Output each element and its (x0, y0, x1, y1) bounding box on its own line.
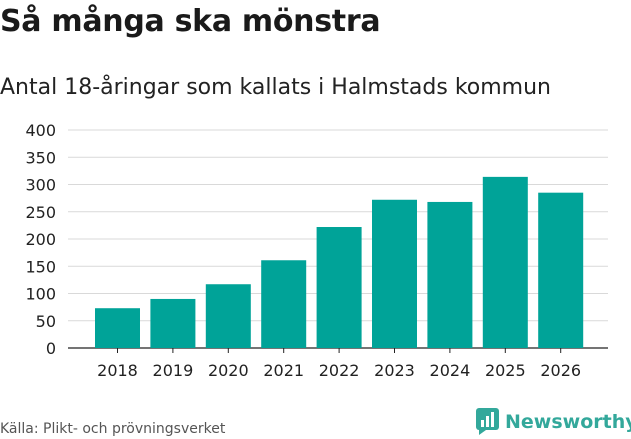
y-tick-label: 200 (25, 230, 56, 249)
x-tick-label: 2019 (153, 361, 194, 380)
bar-2018 (95, 308, 140, 348)
source-note: Källa: Plikt- och prövningsverket (0, 421, 226, 437)
x-tick-label: 2024 (430, 361, 471, 380)
bar-2023 (372, 199, 417, 348)
y-tick-label: 400 (25, 121, 56, 140)
newsworthy-logo-icon (476, 408, 499, 435)
chart-title: Så många ska mönstra (0, 4, 381, 39)
bar-2020 (205, 284, 251, 348)
y-tick-label: 100 (25, 285, 56, 304)
y-tick-label: 300 (25, 176, 56, 195)
y-tick-label: 350 (25, 148, 56, 167)
bar-2021 (261, 260, 307, 348)
x-axis-ticks: 2018 2019 2020 2021 2022 2023 2024 2025 2026 (97, 348, 581, 380)
bar-2026 (538, 192, 584, 348)
y-axis-ticks: 0 50 100 150 200 250 300 350 400 (25, 121, 56, 358)
bar-2022 (316, 227, 362, 348)
y-tick-label: 150 (25, 257, 56, 276)
x-tick-label: 2025 (485, 361, 526, 380)
chart-subtitle: Antal 18-åringar som kallats i Halmstads… (0, 75, 551, 100)
x-tick-label: 2022 (319, 361, 360, 380)
bar-2019 (150, 298, 196, 348)
bar-2025 (482, 176, 528, 348)
bar-2024 (427, 201, 473, 348)
bars (95, 176, 584, 348)
x-tick-label: 2020 (208, 361, 249, 380)
x-tick-label: 2018 (97, 361, 138, 380)
brand-logo: Newsworthy (476, 408, 631, 435)
x-tick-label: 2021 (263, 361, 304, 380)
y-tick-label: 250 (25, 203, 56, 222)
y-tick-label: 0 (46, 339, 56, 358)
y-tick-label: 50 (36, 312, 56, 331)
x-tick-label: 2026 (540, 361, 581, 380)
brand-name: Newsworthy (505, 410, 631, 433)
x-tick-label: 2023 (374, 361, 415, 380)
